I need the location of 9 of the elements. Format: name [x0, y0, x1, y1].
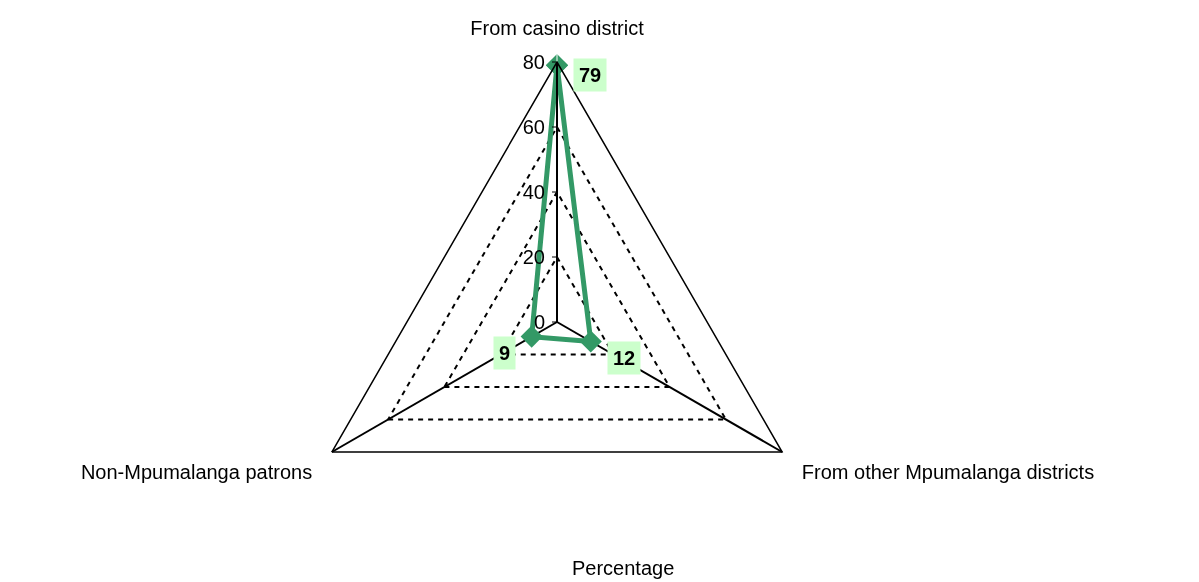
data-label: 9 — [499, 342, 511, 364]
y-tick-label: 80 — [522, 50, 545, 73]
text: Percentage — [572, 557, 675, 579]
spoke-label: From other Mpumalanga districts — [801, 461, 1095, 484]
data-label: 79 — [579, 64, 602, 86]
spoke-label: From casino district — [470, 17, 645, 40]
spoke-label: Non-Mpumalanga patrons — [80, 461, 313, 484]
y-tick-label: 60 — [522, 115, 545, 138]
data-label: 12 — [613, 347, 636, 369]
